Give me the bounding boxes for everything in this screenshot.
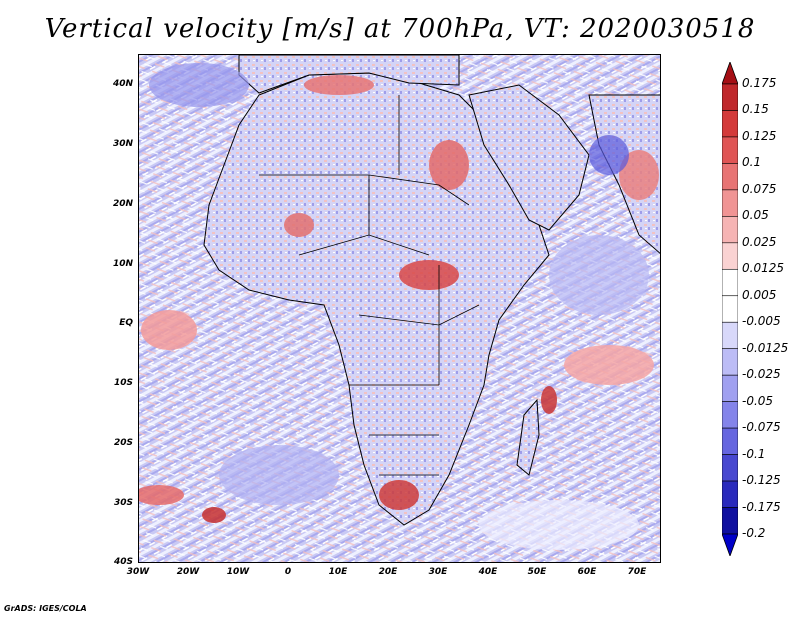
- vertical-velocity-map: [138, 54, 661, 563]
- downdraft-patches: [149, 63, 649, 550]
- colorbar-label: 0.0125: [742, 261, 784, 276]
- lon-label-30w: 30W: [126, 567, 150, 577]
- colorbar-label: 0.025: [742, 234, 777, 249]
- lon-label-60e: 60E: [577, 567, 597, 577]
- lon-label-10w: 10W: [226, 567, 250, 577]
- colorbar-segment: [722, 454, 738, 482]
- lon-label-20w: 20W: [176, 567, 200, 577]
- colorbar-label: 0.15: [742, 102, 769, 117]
- colorbar-label: 0.1: [742, 155, 762, 170]
- colorbar-segment: [722, 427, 738, 455]
- colorbar-label: -0.1: [742, 446, 766, 461]
- colorbar-segment: [722, 480, 738, 508]
- lat-label-30n: 30N: [112, 139, 133, 149]
- colorbar-segment: [722, 321, 738, 350]
- colorbar-segment: [722, 189, 738, 217]
- colorbar-label: 0.175: [742, 76, 777, 90]
- lon-label-30e: 30E: [428, 567, 448, 577]
- colorbar-segment: [722, 110, 738, 138]
- colorbar-segment: [722, 401, 738, 429]
- lat-label-10n: 10N: [112, 259, 133, 269]
- lon-label-0: 0: [284, 567, 292, 577]
- colorbar-label: -0.005: [742, 314, 781, 329]
- lon-label-70e: 70E: [627, 567, 647, 577]
- colorbar-label: 0.05: [742, 208, 769, 223]
- lat-label-10s: 10S: [113, 378, 133, 388]
- colorbar-segment: [722, 163, 738, 191]
- colorbar-segment: [722, 83, 738, 111]
- plot-title: Vertical velocity [m/s] at 700hPa, VT: 2…: [44, 14, 756, 44]
- colorbar-segment: [722, 348, 738, 376]
- colorbar-label: -0.05: [742, 393, 774, 408]
- velocity-field: [139, 55, 660, 562]
- lat-label-40s: 40S: [113, 557, 133, 567]
- madagascar-landmass: [516, 398, 540, 476]
- colorbar-label: 0.075: [742, 181, 777, 196]
- colorbar-label: -0.125: [742, 473, 781, 488]
- lon-label-50e: 50E: [527, 567, 547, 577]
- lon-label-10e: 10E: [328, 567, 348, 577]
- lat-label-30s: 30S: [113, 498, 133, 508]
- colorbar-segment: [722, 295, 738, 323]
- lon-label-20e: 20E: [378, 567, 398, 577]
- colorbar: [722, 62, 738, 556]
- colorbar-label: -0.025: [742, 367, 781, 382]
- colorbar-segment: [722, 507, 738, 535]
- colorbar-label: 0.005: [742, 287, 777, 302]
- colorbar-segment: [722, 242, 738, 270]
- country-borders: [259, 95, 480, 476]
- grads-credit: GrADS: IGES/COLA: [4, 604, 87, 613]
- colorbar-label: -0.0125: [742, 340, 789, 355]
- colorbar-label: 0.125: [742, 128, 777, 143]
- colorbar-arrow-bottom: [722, 533, 738, 556]
- colorbar-segment: [722, 136, 738, 164]
- lat-label-eq: EQ: [119, 318, 133, 328]
- colorbar-segment: [722, 216, 738, 244]
- colorbar-label: -0.075: [742, 420, 781, 435]
- colorbar-segment: [722, 374, 738, 402]
- lat-label-20n: 20N: [112, 199, 133, 209]
- colorbar-label: -0.175: [742, 499, 781, 514]
- colorbar-label: -0.2: [742, 526, 766, 540]
- updraft-patches: [139, 75, 659, 523]
- lat-label-40n: 40N: [112, 79, 133, 89]
- lat-label-20s: 20S: [113, 438, 133, 448]
- arabia-landmass: [468, 84, 590, 231]
- lon-label-40e: 40E: [478, 567, 498, 577]
- colorbar-arrow-top: [722, 62, 738, 85]
- colorbar-segment: [722, 268, 738, 297]
